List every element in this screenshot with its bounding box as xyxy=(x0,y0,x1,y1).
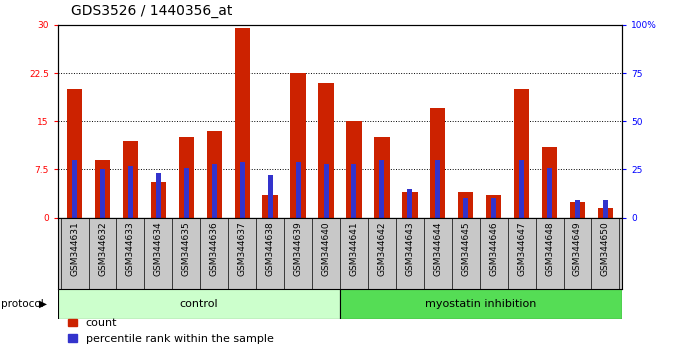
Text: GSM344650: GSM344650 xyxy=(601,221,610,276)
Text: GDS3526 / 1440356_at: GDS3526 / 1440356_at xyxy=(71,4,233,18)
Text: GSM344633: GSM344633 xyxy=(126,221,135,276)
Bar xyxy=(603,200,608,218)
Bar xyxy=(72,160,77,218)
Text: GSM344644: GSM344644 xyxy=(433,221,442,276)
Bar xyxy=(268,175,273,218)
Bar xyxy=(290,73,306,218)
Bar xyxy=(463,198,469,218)
Text: GSM344640: GSM344640 xyxy=(322,221,330,276)
Bar xyxy=(547,167,552,218)
Bar xyxy=(100,170,105,218)
Bar xyxy=(491,198,496,218)
Text: GSM344634: GSM344634 xyxy=(154,221,163,276)
Bar xyxy=(542,147,557,218)
Bar xyxy=(211,164,217,218)
Bar xyxy=(184,167,189,218)
Bar xyxy=(374,137,390,218)
Bar xyxy=(352,164,356,218)
Text: GSM344649: GSM344649 xyxy=(573,221,582,276)
Text: GSM344637: GSM344637 xyxy=(238,221,247,276)
Bar xyxy=(570,202,585,218)
Text: GSM344642: GSM344642 xyxy=(377,221,386,276)
Bar xyxy=(207,131,222,218)
Text: protocol: protocol xyxy=(1,298,44,309)
Bar xyxy=(519,160,524,218)
Bar xyxy=(318,82,334,218)
Text: control: control xyxy=(180,298,218,309)
Legend: count, percentile rank within the sample: count, percentile rank within the sample xyxy=(63,314,278,348)
Text: GSM344643: GSM344643 xyxy=(405,221,414,276)
Bar xyxy=(458,192,473,218)
Bar xyxy=(123,141,138,218)
Bar xyxy=(156,173,161,218)
Bar xyxy=(514,89,529,218)
Bar xyxy=(262,195,278,218)
Text: GSM344641: GSM344641 xyxy=(350,221,358,276)
Bar xyxy=(379,160,384,218)
Text: GSM344648: GSM344648 xyxy=(545,221,554,276)
Bar xyxy=(598,208,613,218)
Text: GSM344647: GSM344647 xyxy=(517,221,526,276)
Text: GSM344631: GSM344631 xyxy=(70,221,79,276)
Text: GSM344635: GSM344635 xyxy=(182,221,191,276)
Bar xyxy=(128,166,133,218)
Bar xyxy=(235,28,250,218)
Bar xyxy=(58,289,340,319)
Bar xyxy=(179,137,194,218)
Text: GSM344645: GSM344645 xyxy=(461,221,471,276)
Bar xyxy=(340,289,622,319)
Text: GSM344632: GSM344632 xyxy=(98,221,107,276)
Text: GSM344636: GSM344636 xyxy=(209,221,219,276)
Bar xyxy=(346,121,362,218)
Bar xyxy=(151,182,166,218)
Bar xyxy=(575,200,580,218)
Bar xyxy=(430,108,445,218)
Text: myostatin inhibition: myostatin inhibition xyxy=(426,298,537,309)
Text: GSM344646: GSM344646 xyxy=(489,221,498,276)
Bar xyxy=(407,189,412,218)
Bar xyxy=(239,162,245,218)
Bar xyxy=(324,164,328,218)
Bar xyxy=(486,195,501,218)
Bar xyxy=(95,160,110,218)
Bar xyxy=(435,160,441,218)
Text: GSM344638: GSM344638 xyxy=(266,221,275,276)
Bar xyxy=(402,192,418,218)
Text: GSM344639: GSM344639 xyxy=(294,221,303,276)
Bar xyxy=(296,162,301,218)
Text: ▶: ▶ xyxy=(39,298,48,309)
Bar xyxy=(67,89,82,218)
